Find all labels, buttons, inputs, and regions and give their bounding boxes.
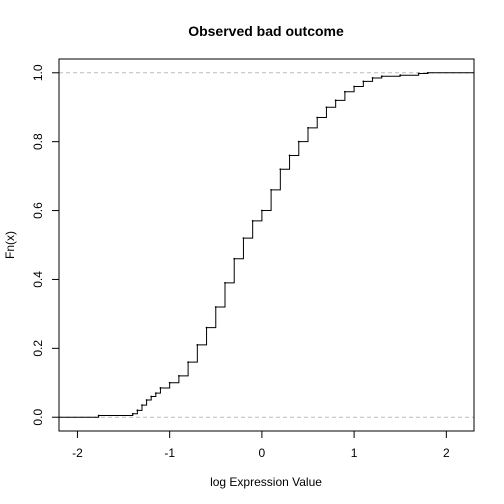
ecdf-point [159, 387, 162, 389]
x-tick-label: -1 [164, 446, 175, 460]
ecdf-point [334, 99, 337, 102]
ecdf-point [343, 90, 346, 93]
ecdf-point [224, 281, 226, 284]
ecdf-point [187, 361, 190, 364]
ecdf-point [196, 343, 199, 346]
ecdf-point [316, 116, 319, 119]
ecdf-point [177, 374, 180, 377]
y-tick-label: 1.0 [31, 64, 45, 81]
ecdf-point [426, 71, 429, 74]
y-tick-label: 0.0 [31, 409, 45, 426]
x-axis-label: log Expression Value [210, 475, 322, 489]
ecdf-point [150, 395, 153, 398]
ecdf-point [260, 209, 263, 212]
ecdf-point [131, 412, 134, 415]
y-tick-label: 0.8 [31, 133, 45, 150]
ecdf-point [362, 80, 365, 83]
y-axis-label: Fn(x) [3, 231, 17, 259]
ecdf-point [242, 237, 245, 240]
ecdf-point [288, 154, 291, 157]
ecdf-point [205, 326, 208, 329]
x-tick-label: 0 [259, 446, 266, 460]
ecdf-point [399, 74, 402, 77]
ecdf-step-line [59, 72, 474, 418]
x-tick-label: 2 [443, 446, 450, 460]
ecdf-point [97, 414, 100, 417]
ecdf-point [270, 188, 273, 191]
ecdf-point [154, 392, 157, 395]
ecdf-point [353, 85, 356, 88]
ecdf-point [136, 409, 139, 412]
y-tick-label: 0.2 [31, 340, 45, 357]
ecdf-point [168, 381, 171, 384]
ecdf-point [371, 77, 374, 79]
ecdf-point [297, 140, 300, 143]
plot-frame [58, 58, 475, 432]
x-tick-label: -2 [72, 446, 83, 460]
x-tick-label: 1 [351, 446, 358, 460]
ecdf-point [214, 306, 217, 308]
ecdf-point [141, 404, 143, 407]
ecdf-point [380, 75, 383, 78]
ecdf-point [417, 72, 420, 75]
ecdf-point [251, 219, 254, 222]
ecdf-point [279, 168, 282, 171]
y-tick-label: 0.6 [31, 202, 45, 219]
ecdf-point [325, 106, 328, 109]
ecdf-point [145, 399, 148, 401]
ecdf-point [307, 126, 309, 129]
chart-title: Observed bad outcome [188, 23, 344, 39]
ecdf-point [233, 257, 236, 260]
y-tick-label: 0.4 [31, 271, 45, 288]
